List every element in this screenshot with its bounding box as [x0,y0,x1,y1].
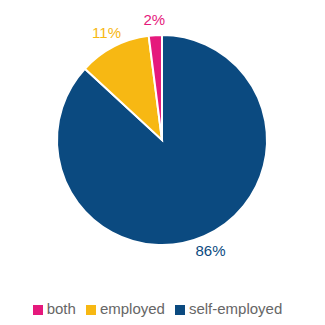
html-text:self-employed: self-employed [188,300,283,317]
svg-text:2%: 2% [143,11,165,28]
html-text:both: both [46,300,76,317]
html-text:employed: employed [99,300,165,317]
svg-text:11%: 11% [92,24,121,41]
svg-text:86%: 86% [195,242,225,259]
